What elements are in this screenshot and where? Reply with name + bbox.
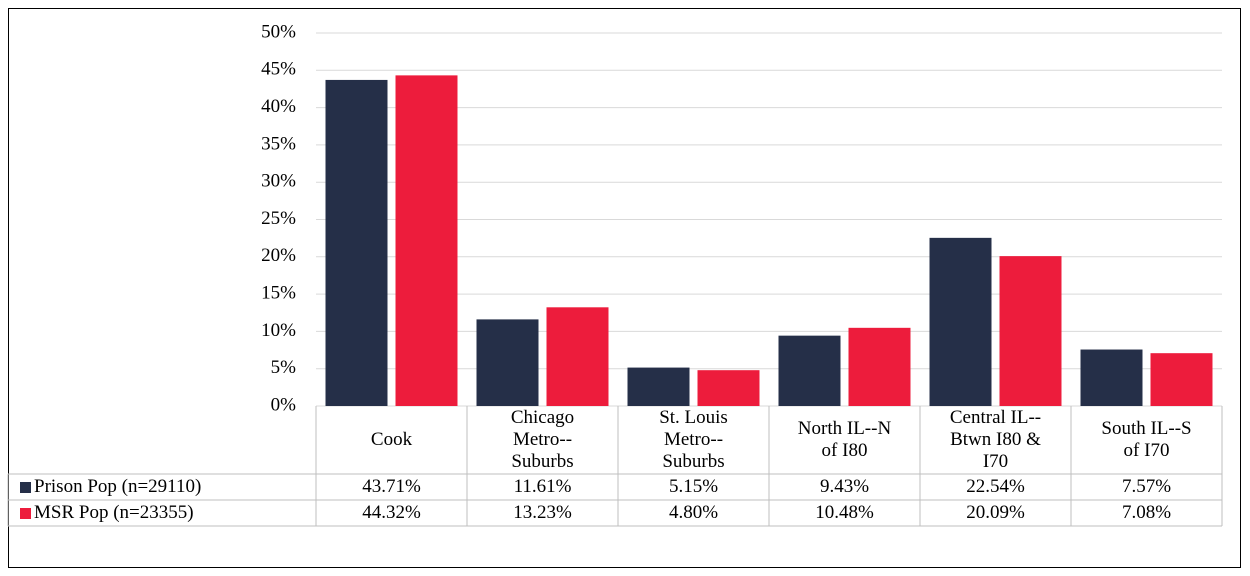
category-label: Cook — [316, 406, 467, 474]
value-label-text: 7.08% — [1121, 502, 1172, 523]
bar — [627, 367, 690, 406]
legend-swatch — [20, 507, 31, 519]
bar — [395, 75, 458, 406]
value-label-text: 7.57% — [1121, 476, 1172, 497]
value-label: 13.23% — [467, 500, 618, 526]
bar — [1080, 349, 1143, 406]
bar — [999, 256, 1062, 406]
category-label-text: St. Louis Metro--Suburbs — [659, 407, 728, 472]
category-label: St. Louis Metro--Suburbs — [618, 406, 769, 474]
category-label-text: Chicago Metro--Suburbs — [510, 407, 575, 472]
y-tick-label: 10% — [261, 320, 296, 341]
category-label: Chicago Metro--Suburbs — [467, 406, 618, 474]
bar — [546, 307, 609, 406]
y-tick-label: 50% — [261, 21, 296, 42]
bar — [778, 335, 841, 406]
value-label-text: 13.23% — [513, 502, 572, 523]
category-label-text: Central IL--Btwn I80 & I70 — [949, 407, 1042, 472]
chart-border — [8, 8, 1241, 568]
value-label-text: 11.61% — [513, 476, 572, 497]
value-label-text: 4.80% — [668, 502, 719, 523]
value-label: 11.61% — [467, 474, 618, 500]
value-label: 7.08% — [1071, 500, 1222, 526]
category-label-text: North IL--N of I80 — [797, 418, 892, 461]
category-label-text: South IL--S of I70 — [1101, 418, 1192, 461]
bar — [848, 327, 911, 406]
bar — [325, 79, 388, 406]
y-tick-label: 35% — [261, 133, 296, 154]
legend-entry: MSR Pop (n=23355) — [8, 500, 316, 526]
bar — [476, 319, 539, 406]
y-tick-label: 45% — [261, 59, 296, 80]
category-label: South IL--S of I70 — [1071, 406, 1222, 474]
value-label-text: 44.32% — [362, 502, 421, 523]
value-label: 4.80% — [618, 500, 769, 526]
y-tick-label: 25% — [261, 208, 296, 229]
value-label: 10.48% — [769, 500, 920, 526]
bar — [1150, 353, 1213, 406]
value-label-text: 9.43% — [819, 476, 870, 497]
value-label: 43.71% — [316, 474, 467, 500]
y-tick-label: 40% — [261, 96, 296, 117]
value-label: 20.09% — [920, 500, 1071, 526]
value-label: 7.57% — [1071, 474, 1222, 500]
value-label-text: 5.15% — [668, 476, 719, 497]
bar — [929, 237, 992, 406]
legend-entry-text: Prison Pop (n=29110) — [34, 476, 202, 497]
value-label-text: 20.09% — [966, 502, 1025, 523]
legend-swatch — [20, 481, 31, 493]
value-label-text: 22.54% — [966, 476, 1025, 497]
value-label-text: 10.48% — [815, 502, 874, 523]
y-tick-label: 15% — [261, 282, 296, 303]
y-tick-label: 5% — [271, 357, 297, 378]
y-tick-label: 20% — [261, 245, 296, 266]
category-label: Central IL--Btwn I80 & I70 — [920, 406, 1071, 474]
value-label-text: 43.71% — [362, 476, 421, 497]
y-tick-label: 30% — [261, 171, 296, 192]
y-tick-label: 0% — [271, 394, 297, 415]
value-label: 44.32% — [316, 500, 467, 526]
value-label: 9.43% — [769, 474, 920, 500]
category-label-text: Cook — [370, 429, 413, 450]
legend-entry-text: MSR Pop (n=23355) — [34, 502, 194, 523]
value-label: 22.54% — [920, 474, 1071, 500]
value-label: 5.15% — [618, 474, 769, 500]
legend-entry: Prison Pop (n=29110) — [8, 474, 316, 500]
category-label: North IL--N of I80 — [769, 406, 920, 474]
bar — [697, 370, 760, 406]
